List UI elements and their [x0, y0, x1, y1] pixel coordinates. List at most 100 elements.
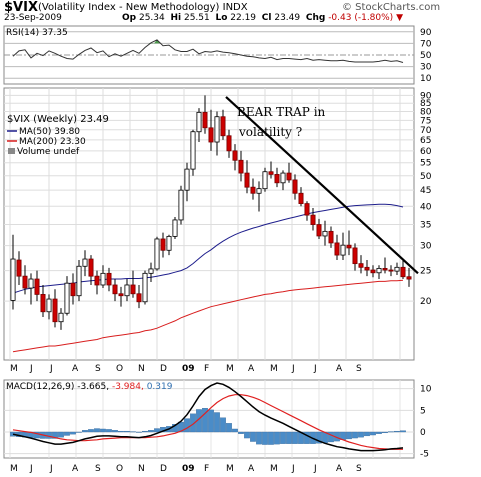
- candle-body: [22, 275, 28, 289]
- candle-body: [394, 266, 400, 272]
- rsi-tick-label: 50: [420, 51, 432, 61]
- candle-body: [292, 179, 298, 194]
- macd-month-label: A: [336, 464, 343, 474]
- candle-body: [76, 265, 82, 297]
- macd-histogram-bar: [304, 431, 310, 444]
- open-value: 25.34: [138, 13, 165, 23]
- candle-body: [220, 116, 226, 137]
- candle-body: [136, 293, 142, 303]
- price-month-label: A: [72, 364, 79, 374]
- macd-histogram-bar: [112, 430, 118, 433]
- macd-histogram-bar: [292, 431, 298, 444]
- macd-month-label: A: [72, 464, 79, 474]
- macd-histogram-bar: [88, 429, 94, 433]
- candle-body: [28, 278, 34, 289]
- candle-body: [178, 189, 184, 221]
- price-tick-label: 75: [420, 116, 431, 126]
- macd-histogram-bar: [262, 431, 268, 445]
- candle-body: [358, 263, 364, 268]
- macd-histogram-bar: [220, 417, 226, 433]
- macd-label-part: -3.665,: [77, 382, 112, 392]
- candle-body: [316, 224, 322, 237]
- price-month-label: O: [116, 364, 123, 374]
- macd-histogram-bar: [82, 430, 88, 433]
- candle-body: [166, 235, 172, 251]
- bear-trap-trendline: [225, 96, 419, 275]
- macd-histogram-bar: [130, 431, 136, 433]
- macd-histogram-bar: [232, 428, 238, 433]
- candle-body: [64, 282, 70, 314]
- macd-histogram-bar: [208, 409, 214, 433]
- price-legend-symbol: $VIX (Weekly) 23.49: [7, 114, 109, 125]
- price-tick-label: 70: [420, 126, 432, 136]
- macd-histogram-bar: [58, 431, 64, 438]
- macd-histogram-bar: [274, 431, 280, 445]
- candle-body: [406, 276, 412, 280]
- macd-histogram-bar: [172, 424, 178, 433]
- macd-histogram-bar: [256, 431, 262, 445]
- macd-label-part: 0.319: [147, 382, 173, 392]
- price-month-label: N: [138, 364, 145, 374]
- macd-histogram-bar: [364, 431, 370, 437]
- candle-body: [202, 111, 208, 129]
- candle-body: [154, 238, 160, 270]
- macd-tick-label: 10: [420, 385, 432, 395]
- high-value: 25.51: [183, 13, 210, 23]
- macd-histogram-bar: [64, 431, 70, 436]
- macd-histogram-bar: [370, 431, 376, 436]
- candle-body: [250, 186, 256, 194]
- macd-month-label: S: [95, 464, 101, 474]
- macd-label: MACD(12,26,9) -3.665, -3.984, 0.319: [6, 382, 173, 392]
- candle-body: [376, 268, 382, 274]
- price-tick-label: 80: [420, 108, 432, 118]
- candle-body: [352, 247, 358, 265]
- macd-histogram-bar: [46, 431, 52, 439]
- price-month-label: S: [95, 364, 101, 374]
- macd-histogram-bar: [52, 431, 58, 439]
- macd-histogram-bar: [34, 431, 40, 439]
- change-value: -0.43 (-1.80%): [328, 13, 394, 23]
- candle-body: [340, 244, 346, 256]
- rsi-tick-label: 30: [420, 63, 432, 73]
- macd-tick-label: 0: [420, 428, 426, 438]
- candle-body: [274, 174, 280, 184]
- candle-body: [370, 269, 376, 274]
- candle-body: [118, 293, 124, 297]
- candle-body: [130, 284, 136, 295]
- price-month-label: J: [49, 364, 53, 374]
- candle-body: [10, 258, 16, 301]
- price-month-label: M: [10, 364, 18, 374]
- ma50-legend: MA(50) 39.80: [19, 127, 80, 137]
- open-label: Op: [122, 13, 137, 23]
- macd-tick-label: 5: [420, 406, 426, 416]
- candle-body: [58, 312, 64, 323]
- macd-histogram-bar: [136, 431, 142, 433]
- macd-histogram-bar: [76, 431, 82, 433]
- macd-histogram-bar: [118, 430, 124, 433]
- macd-histogram-bar: [142, 430, 148, 433]
- macd-month-label: O: [116, 464, 123, 474]
- price-tick-label: 65: [420, 136, 431, 146]
- price-month-label: 09: [182, 364, 195, 374]
- macd-month-label: N: [138, 464, 145, 474]
- macd-histogram-bar: [106, 429, 112, 433]
- instrument-title: (Volatility Index - New Methodology): [38, 2, 220, 13]
- ohlc-readout: Op 25.34 Hi 25.51 Lo 22.19 Cl 23.49 Chg …: [122, 13, 403, 23]
- macd-histogram-bar: [184, 418, 190, 433]
- price-tick-label: 90: [420, 91, 432, 101]
- macd-line: [12, 382, 404, 452]
- macd-histogram-bar: [346, 431, 352, 440]
- price-tick-label: 30: [420, 242, 432, 252]
- candle-body: [106, 272, 112, 286]
- candle-body: [400, 266, 406, 278]
- candle-body: [232, 150, 238, 161]
- candle-body: [226, 135, 232, 152]
- candle-body: [160, 238, 166, 251]
- symbol: $VIX: [4, 0, 38, 15]
- candle-body: [46, 298, 52, 313]
- candle-body: [172, 219, 178, 237]
- rsi-label: RSI(14) 37.35: [6, 28, 68, 38]
- candle-body: [40, 294, 46, 313]
- price-month-label: D: [160, 364, 167, 374]
